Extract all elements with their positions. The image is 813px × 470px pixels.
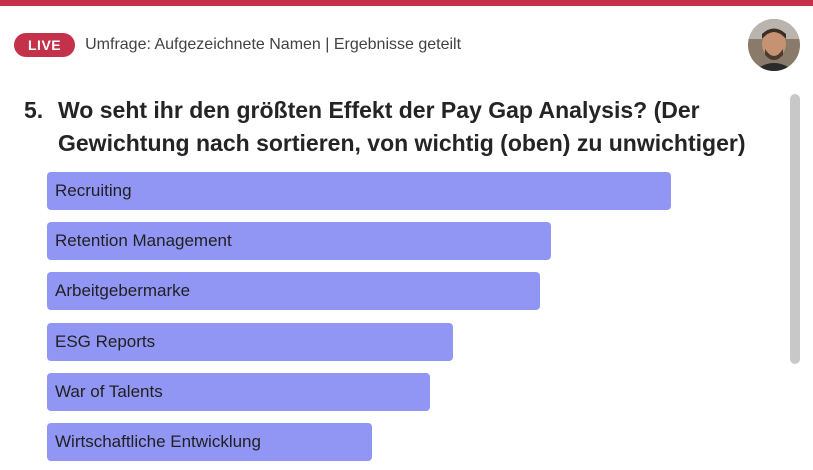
result-bar: War of Talents (47, 373, 430, 411)
result-bar-label: Retention Management (55, 231, 232, 250)
result-bar: Retention Management (47, 222, 551, 260)
question-title: 5. Wo seht ihr den größten Effekt der Pa… (24, 94, 790, 160)
scrollbar[interactable] (790, 94, 800, 364)
result-bar: ESG Reports (47, 323, 453, 361)
live-badge: LIVE (14, 33, 76, 57)
poll-header: LIVE Umfrage: Aufgezeichnete Namen | Erg… (14, 30, 461, 60)
result-bar-label: War of Talents (55, 382, 163, 401)
result-bar: Arbeitgebermarke (47, 272, 540, 310)
poll-status-text: Umfrage: Aufgezeichnete Namen | Ergebnis… (85, 36, 462, 53)
question-number: 5. (24, 97, 44, 123)
result-bar-label: Arbeitgebermarke (55, 281, 191, 300)
result-bar: Recruiting (47, 172, 671, 210)
avatar[interactable] (748, 19, 800, 71)
top-accent-bar (0, 0, 813, 6)
result-bar-label: Recruiting (55, 181, 132, 200)
result-bar: Wirtschaftliche Entwicklung (47, 423, 372, 461)
result-bar-label: ESG Reports (55, 332, 156, 351)
question-text: Wo seht ihr den größten Effekt der Pay G… (58, 97, 746, 156)
avatar-image (748, 19, 800, 71)
result-bar-label: Wirtschaftliche Entwicklung (55, 432, 261, 451)
